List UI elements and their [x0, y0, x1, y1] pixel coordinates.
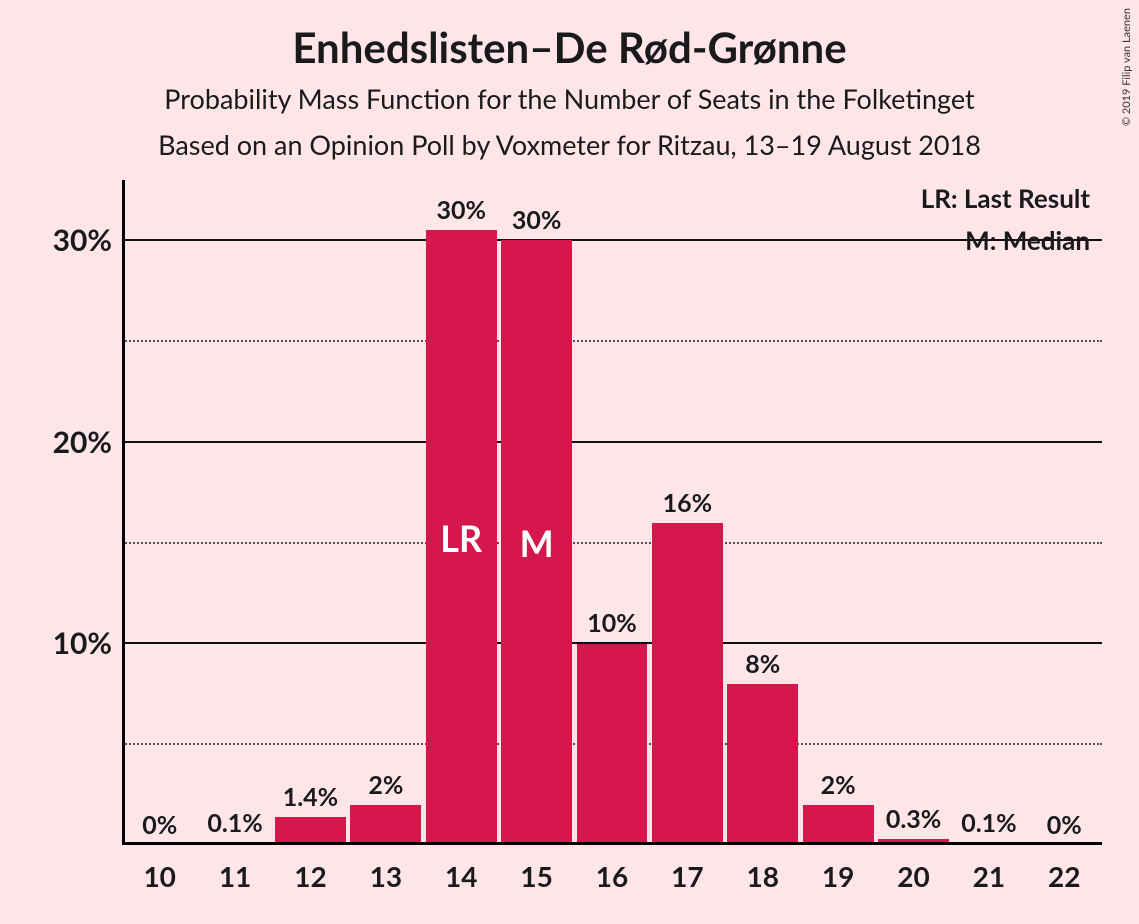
bar-value-label: 0%	[1027, 810, 1102, 840]
gridline-minor	[122, 340, 1102, 342]
x-axis-tick-label: 10	[122, 859, 197, 893]
y-axis-tick-label: 20%	[22, 424, 112, 460]
gridline-major	[122, 441, 1102, 443]
bar	[727, 684, 798, 842]
bar	[652, 523, 723, 842]
bar-value-label: 0.3%	[876, 804, 951, 834]
bar-annotation-median: M	[499, 521, 574, 565]
bar-value-label: 0.1%	[951, 808, 1026, 838]
gridline-minor	[122, 542, 1102, 544]
bar-value-label: 0%	[122, 810, 197, 840]
y-axis-line	[122, 180, 125, 845]
chart-subtitle-2: Based on an Opinion Poll by Voxmeter for…	[0, 128, 1139, 161]
bar	[275, 817, 346, 842]
chart-plot-area: 0%0.1%1.4%2%30%30%10%16%8%2%0.3%0.1%0%LR…	[122, 180, 1102, 845]
x-axis-tick-label: 13	[348, 859, 423, 893]
x-axis-tick-label: 20	[876, 859, 951, 893]
x-axis-tick-label: 12	[273, 859, 348, 893]
bar-value-label: 10%	[574, 608, 649, 638]
x-axis-line	[122, 842, 1102, 845]
x-axis-tick-label: 11	[197, 859, 272, 893]
bar	[803, 805, 874, 842]
legend-median: M: Median	[122, 224, 1090, 256]
bar	[350, 805, 421, 842]
chart-subtitle-1: Probability Mass Function for the Number…	[0, 82, 1139, 115]
x-axis-tick-label: 18	[725, 859, 800, 893]
bar-value-label: 2%	[800, 770, 875, 800]
chart-title: Enhedslisten–De Rød-Grønne	[0, 22, 1139, 72]
y-axis-tick-label: 10%	[22, 625, 112, 661]
bar	[577, 644, 648, 843]
bar	[878, 839, 949, 842]
bar-value-label: 1.4%	[273, 782, 348, 812]
y-axis-tick-label: 30%	[22, 222, 112, 258]
x-axis-tick-label: 17	[650, 859, 725, 893]
bar-value-label: 0.1%	[197, 808, 272, 838]
x-axis-tick-label: 15	[499, 859, 574, 893]
x-axis-tick-label: 21	[951, 859, 1026, 893]
x-axis-tick-label: 16	[574, 859, 649, 893]
bar-value-label: 16%	[650, 488, 725, 518]
x-axis-tick-label: 22	[1027, 859, 1102, 893]
x-axis-tick-label: 14	[424, 859, 499, 893]
bar-value-label: 8%	[725, 649, 800, 679]
legend-last-result: LR: Last Result	[122, 182, 1090, 214]
bar-value-label: 2%	[348, 770, 423, 800]
copyright-text: © 2019 Filip van Laenen	[1120, 8, 1133, 126]
bar-annotation-last-result: LR	[424, 516, 499, 560]
x-axis-tick-label: 19	[800, 859, 875, 893]
